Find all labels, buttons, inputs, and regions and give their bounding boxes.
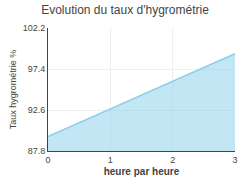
svg-text:3: 3 <box>232 155 237 165</box>
svg-text:2: 2 <box>170 155 175 165</box>
svg-text:102.2: 102.2 <box>23 23 46 33</box>
svg-text:heure par heure: heure par heure <box>104 166 180 177</box>
svg-text:1: 1 <box>108 155 113 165</box>
svg-text:Taux hygrométrie %: Taux hygrométrie % <box>8 50 18 130</box>
svg-text:Evolution du taux d'hygrométri: Evolution du taux d'hygrométrie <box>41 3 209 17</box>
svg-text:87.8: 87.8 <box>28 146 46 156</box>
svg-text:0: 0 <box>45 155 50 165</box>
svg-text:97.4: 97.4 <box>28 64 46 74</box>
svg-text:92.6: 92.6 <box>28 105 46 115</box>
